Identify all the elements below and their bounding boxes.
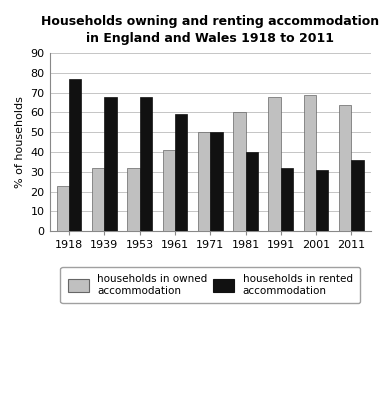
Bar [127, 168, 140, 231]
Bar [281, 168, 293, 231]
Bar [69, 79, 81, 231]
Bar [163, 150, 175, 231]
Bar [269, 97, 281, 231]
Bar [175, 114, 187, 231]
Bar [339, 104, 351, 231]
Bar [304, 95, 316, 231]
Bar [316, 170, 328, 231]
Bar [92, 168, 104, 231]
Bar [140, 97, 152, 231]
Bar [245, 152, 258, 231]
Legend: households in owned
accommodation, households in rented
accommodation: households in owned accommodation, house… [61, 267, 360, 303]
Y-axis label: % of households: % of households [15, 96, 25, 188]
Bar [104, 97, 117, 231]
Bar [198, 132, 210, 231]
Bar [351, 160, 364, 231]
Bar [233, 112, 245, 231]
Bar [210, 132, 223, 231]
Title: Households owning and renting accommodation
in England and Wales 1918 to 2011: Households owning and renting accommodat… [41, 15, 379, 45]
Bar [57, 186, 69, 231]
